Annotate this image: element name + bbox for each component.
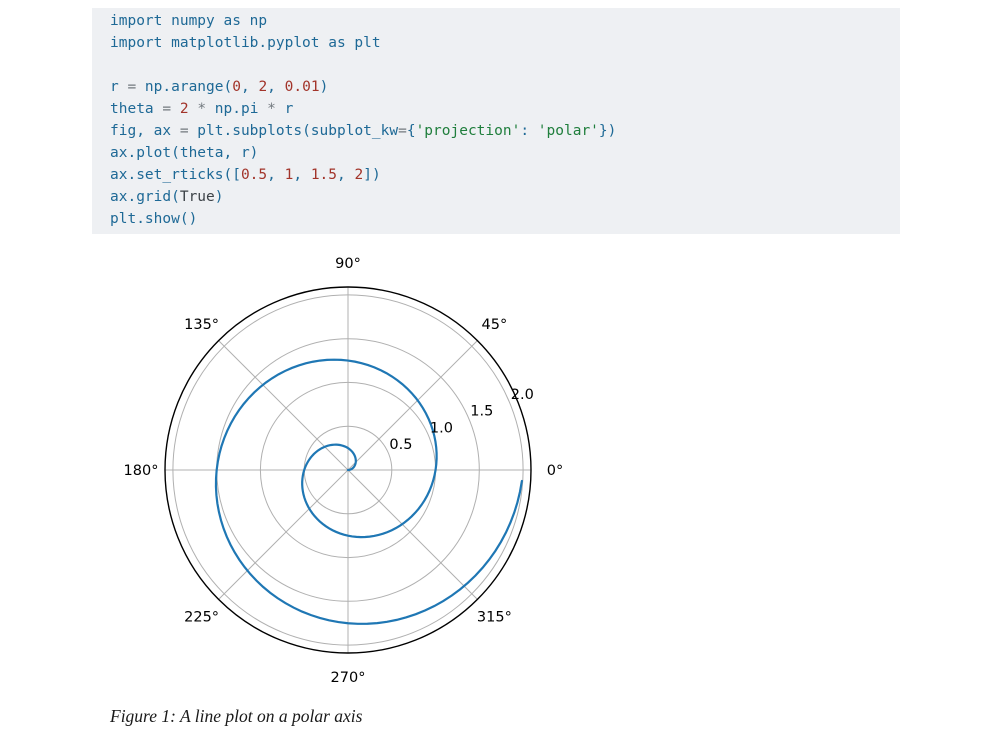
code-token [171,101,180,117]
code-token: 'projection' [415,123,521,139]
polar-figure: 0° 45° 90° 135° 180° 225° 270° 315° 0.5 1.0 1.5 2.0 [98,248,598,700]
code-token: import matplotlib.pyplot as plt [110,35,381,51]
r-tick-labels: 0.5 1.0 1.5 2.0 [389,387,533,453]
polar-chart: 0° 45° 90° 135° 180° 225° 270° 315° 0.5 1.0 1.5 2.0 [124,256,564,686]
code-token: 0.01 [284,79,320,95]
theta-gridline [218,469,349,600]
code-token: }) [598,123,617,139]
theta-tick-label: 270° [331,670,366,686]
theta-tick-label: 90° [335,256,361,272]
theta-tick-label: 0° [547,463,563,479]
theta-gridline [218,340,349,471]
code-token: theta [110,101,163,117]
code-token: True [179,189,215,205]
code-token: , [240,79,259,95]
code-token: ]) [363,167,381,183]
code-token: , [293,167,311,183]
code-token: : [520,123,538,139]
code-line: r = np.arange(0, 2, 0.01) [110,76,882,98]
code-token: np.pi [206,101,268,117]
theta-tick-label: 225° [184,610,219,626]
r-tick-label: 0.5 [389,437,412,453]
code-token: r [275,101,294,117]
r-tick-label: 1.0 [430,421,453,437]
code-token: plt.show() [110,211,198,227]
code-line: import numpy as np [110,10,882,32]
code-token: 2 [258,79,268,95]
code-token: * [267,101,276,117]
code-token: , [267,167,285,183]
code-token: = [179,123,189,139]
code-token: = [162,101,172,117]
code-token: ax.set_rticks([ [110,167,241,183]
theta-tick-label: 315° [477,610,512,626]
code-line: ax.set_rticks([0.5, 1, 1.5, 2]) [110,164,882,186]
theta-gridline [347,469,478,600]
polar-spine [164,286,532,654]
code-token: , [267,79,285,95]
theta-tick-label: 180° [124,463,159,479]
code-token: 1 [284,167,294,183]
code-token: * [197,101,207,117]
code-token: = [127,79,137,95]
code-token: ) [319,79,329,95]
code-token: plt.subplots(subplot_kw [188,123,399,139]
code-token: 1.5 [310,167,338,183]
python-code-block: import numpy as np import matplotlib.pypl… [92,8,900,234]
code-token: , [337,167,355,183]
spiral-line [214,358,523,625]
code-token: ax.plot(theta, r) [110,145,259,161]
code-token: 2 [354,167,364,183]
theta-tick-label: 45° [482,317,508,333]
code-line: theta = 2 * np.pi * r [110,98,882,120]
code-line [110,54,882,76]
code-line: ax.plot(theta, r) [110,142,882,164]
code-token: np.arange( [136,79,233,95]
code-token: 0.5 [240,167,268,183]
code-token: { [406,123,416,139]
r-tick-label: 1.5 [470,404,493,420]
code-token: = [398,123,407,139]
theta-gridline [347,340,478,471]
code-token: 0 [232,79,241,95]
code-token: 'polar' [537,123,599,139]
code-line: plt.show() [110,208,882,230]
code-token: ) [214,189,224,205]
code-token: import numpy as np [110,13,268,29]
theta-tick-labels: 0° 45° 90° 135° 180° 225° 270° 315° [124,256,564,686]
r-tick-label: 2.0 [511,387,534,403]
code-line: ax.grid(True) [110,186,882,208]
code-token: r [110,79,128,95]
code-line: fig, ax = plt.subplots(subplot_kw={'proj… [110,120,882,142]
code-token: fig, ax [110,123,180,139]
theta-tick-label: 135° [184,317,219,333]
code-token: 2 [179,101,189,117]
figure-caption: Figure 1: A line plot on a polar axis [110,706,363,726]
code-token: ax.grid( [110,189,180,205]
code-line: import matplotlib.pyplot as plt [110,32,882,54]
